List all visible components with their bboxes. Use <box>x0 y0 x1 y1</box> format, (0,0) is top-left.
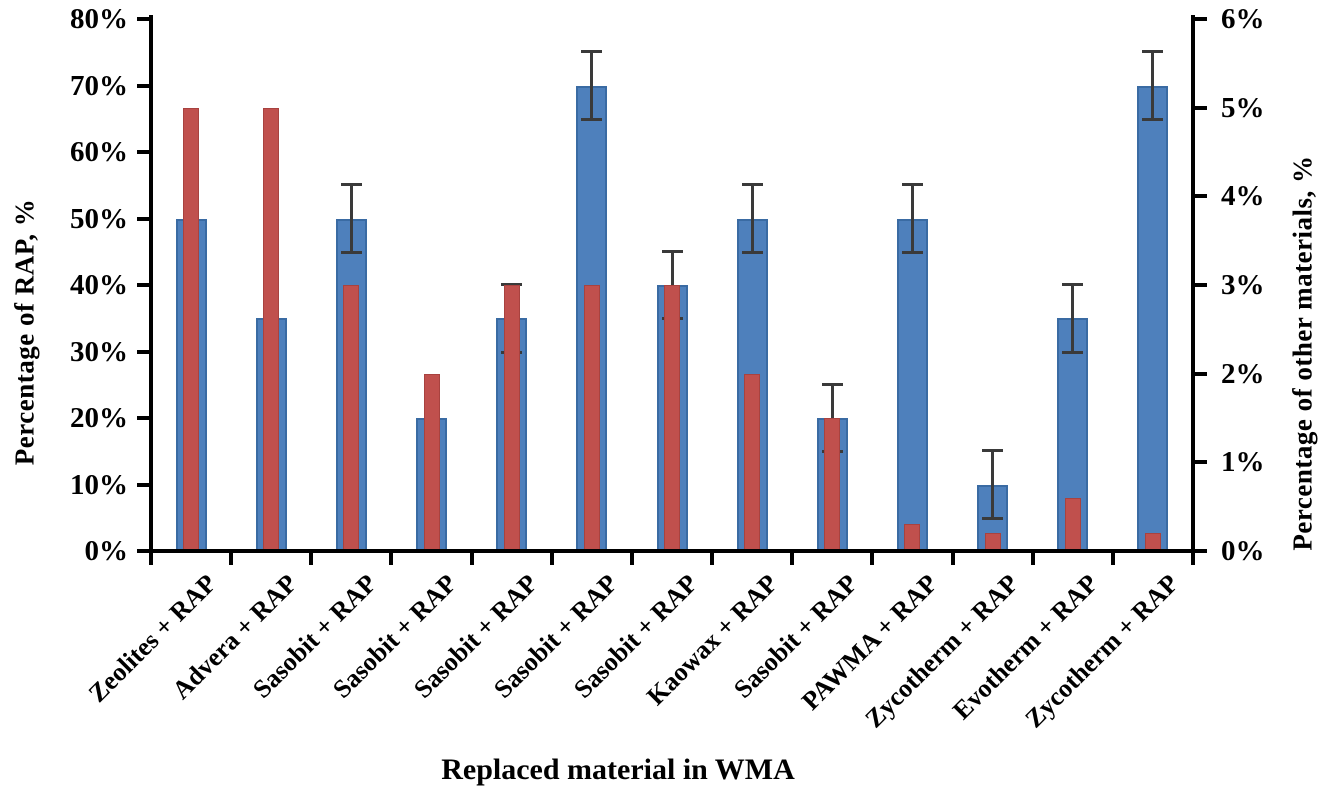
x-axis-line <box>149 549 1195 553</box>
other-materials-bar <box>824 418 841 551</box>
y-axis-left-title: Percentage of RAP, % <box>9 198 40 466</box>
other-materials-bar <box>423 373 440 551</box>
error-bar-line <box>1071 285 1075 352</box>
error-bar-cap-top <box>501 283 523 286</box>
x-axis-tick <box>469 553 474 565</box>
other-materials-bar <box>1144 533 1161 551</box>
y-axis-right-tick-label: 0% <box>1221 535 1265 567</box>
y-axis-left-tick <box>137 482 149 487</box>
x-axis-tick <box>309 553 314 565</box>
x-axis-tick <box>950 553 955 565</box>
other-materials-bar <box>744 373 761 551</box>
y-axis-left-line <box>149 15 153 555</box>
error-bar-cap-top <box>741 183 763 187</box>
y-axis-right-tick <box>1195 371 1207 376</box>
x-axis-tick <box>1110 553 1115 565</box>
error-bar-cap-bottom <box>741 250 763 254</box>
y-axis-left-tick-label: 70% <box>70 69 128 102</box>
error-bar-cap-top <box>340 183 362 187</box>
y-axis-left-tick-label: 50% <box>70 202 128 235</box>
x-axis-tick <box>790 553 795 565</box>
y-axis-left-tick <box>137 17 149 21</box>
error-bar-cap-bottom <box>982 516 1004 520</box>
x-axis-tick <box>229 553 234 565</box>
other-materials-bar <box>343 285 360 551</box>
y-axis-right-tick-label: 3% <box>1221 269 1265 301</box>
rap-bar <box>896 218 928 551</box>
y-axis-left-tick-label: 10% <box>70 468 128 501</box>
other-materials-bar <box>1064 497 1081 551</box>
x-axis-tick <box>549 553 554 565</box>
y-axis-right-tick <box>1195 283 1207 287</box>
y-axis-right-tick-label: 4% <box>1221 180 1265 213</box>
y-axis-left-tick-label: 20% <box>70 402 128 434</box>
error-bar-cap-top <box>982 449 1004 453</box>
y-axis-right-tick <box>1195 17 1207 21</box>
error-bar-cap-top <box>821 382 843 386</box>
y-axis-right-tick <box>1195 194 1207 199</box>
error-bar-line <box>910 185 914 252</box>
other-materials-bar <box>183 107 200 551</box>
x-axis-tick <box>1030 553 1035 565</box>
y-axis-right-tick-label: 1% <box>1221 446 1265 479</box>
x-axis-tick <box>629 553 634 565</box>
error-bar-cap-top <box>1062 283 1084 286</box>
error-bar-line <box>1151 52 1155 119</box>
y-axis-left-tick-label: 30% <box>70 335 128 368</box>
other-materials-bar <box>984 533 1001 551</box>
error-bar-line <box>590 52 594 119</box>
error-bar-line <box>991 451 995 518</box>
y-axis-right-tick-label: 2% <box>1221 357 1265 390</box>
error-bar-cap-bottom <box>340 250 362 254</box>
y-axis-right-line <box>1191 15 1195 555</box>
x-axis-tick <box>870 553 875 565</box>
y-axis-right-title: Percentage of other materials, % <box>1287 155 1318 551</box>
other-materials-bar <box>263 107 280 551</box>
y-axis-right-tick <box>1195 460 1207 465</box>
rap-bar <box>1137 85 1169 551</box>
other-materials-bar <box>664 285 680 551</box>
y-axis-left-tick <box>137 349 149 354</box>
y-axis-right-tick <box>1195 549 1207 553</box>
error-bar-cap-top <box>1142 50 1164 54</box>
category-label: Evotherm + RAP <box>947 568 1104 726</box>
category-label: Zycotherm + RAP <box>1019 568 1185 734</box>
error-bar-cap-bottom <box>581 117 603 121</box>
other-materials-bar <box>583 285 600 551</box>
y-axis-left-tick <box>137 150 149 154</box>
error-bar-cap-top <box>581 50 603 54</box>
other-materials-bar <box>503 285 520 551</box>
y-axis-left-tick <box>137 549 149 553</box>
error-bar-cap-bottom <box>1062 350 1084 354</box>
error-bar-line <box>750 185 754 252</box>
y-axis-right-tick-label: 5% <box>1221 91 1265 124</box>
y-axis-left-tick-label: 0% <box>84 535 129 567</box>
y-axis-left-tick <box>137 283 149 287</box>
other-materials-bar <box>904 524 921 551</box>
x-axis-title: Replaced material in WMA <box>441 753 795 786</box>
y-axis-left-tick <box>137 216 149 221</box>
y-axis-left-tick-label: 80% <box>70 3 128 35</box>
y-axis-left-tick-label: 40% <box>70 269 128 301</box>
y-axis-right-tick-label: 6% <box>1221 3 1265 35</box>
x-axis-tick <box>389 553 394 565</box>
y-axis-left-tick-label: 60% <box>70 136 128 168</box>
y-axis-left-tick <box>137 83 149 88</box>
x-axis-tick <box>710 553 715 565</box>
x-axis-tick <box>149 553 153 565</box>
x-axis-tick <box>1191 553 1195 565</box>
y-axis-left-tick <box>137 416 149 420</box>
error-bar-line <box>349 185 353 252</box>
error-bar-cap-bottom <box>901 250 923 254</box>
error-bar-cap-bottom <box>1142 117 1164 121</box>
error-bar-cap-top <box>661 249 683 253</box>
error-bar-cap-top <box>901 183 923 187</box>
y-axis-right-tick <box>1195 105 1207 110</box>
